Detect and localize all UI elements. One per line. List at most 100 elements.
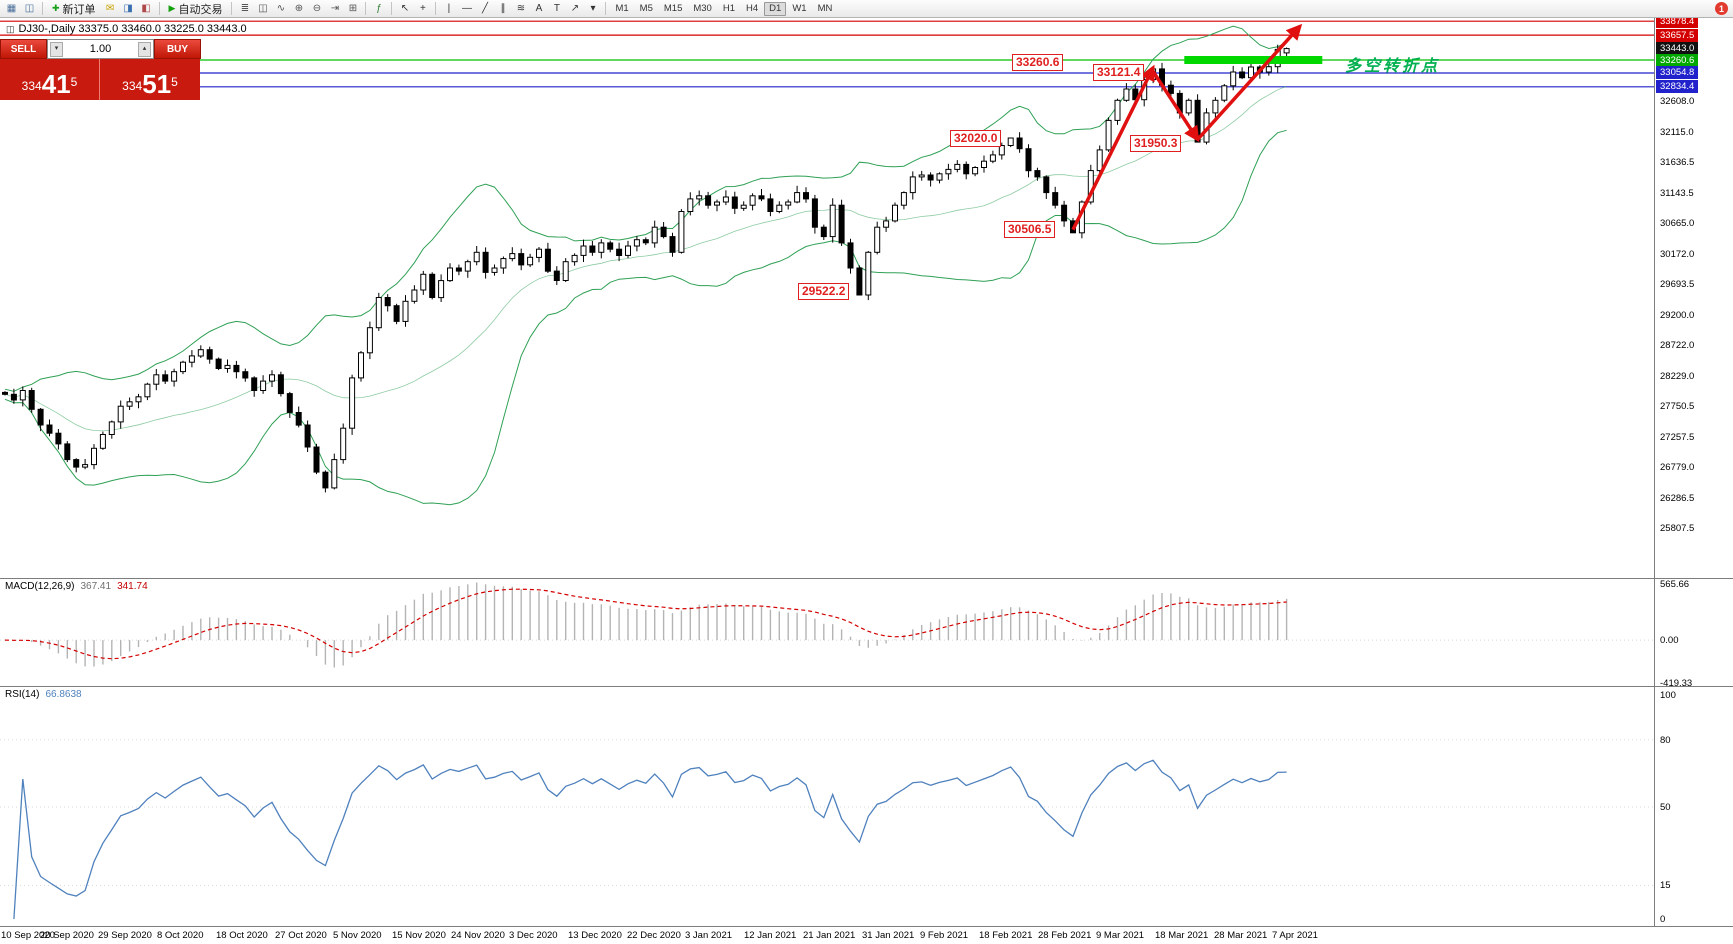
trendline-icon[interactable]: ╱ (481, 3, 488, 14)
line-chart-icon[interactable]: ∿ (276, 3, 286, 14)
date-label[interactable]: 18 Oct 2020 (216, 930, 268, 941)
vertical-line-icon[interactable]: | (447, 3, 451, 14)
macd-chart[interactable] (0, 579, 1654, 686)
autotrade-button-label: 自动交易 (178, 3, 223, 16)
panel-separator[interactable] (0, 686, 1733, 687)
volume-decrease-button[interactable]: ▾ (50, 42, 63, 57)
date-label[interactable]: 18 Feb 2021 (979, 930, 1033, 941)
autotrade-button[interactable]: ▶ 自动交易 (164, 1, 228, 16)
price-annotation[interactable]: 30506.5 (1004, 221, 1056, 238)
timeframe-m15-button[interactable]: M15 (659, 2, 687, 16)
date-label[interactable]: 20 Sep 2020 (40, 930, 94, 941)
price-annotation[interactable]: 33260.6 (1012, 54, 1064, 71)
volume-increase-button[interactable]: ▴ (138, 42, 151, 57)
data-window-icon[interactable]: ◧ (141, 3, 151, 14)
channel-icon[interactable]: ∥ (500, 3, 506, 14)
date-label[interactable]: 18 Mar 2021 (1155, 930, 1209, 941)
date-label[interactable]: 21 Jan 2021 (803, 930, 856, 941)
crosshair-icon[interactable]: + (420, 3, 426, 14)
date-label[interactable]: 27 Oct 2020 (275, 930, 327, 941)
toolbar-separator (391, 2, 393, 15)
new-chart-icon[interactable]: ▦ (6, 3, 17, 14)
date-label[interactable]: 28 Mar 2021 (1214, 930, 1268, 941)
volume-field[interactable]: ▾ 1.00 ▴ (47, 39, 154, 59)
sell-button[interactable]: SELL (0, 39, 47, 59)
price-axis-label: 27750.5 (1660, 401, 1695, 412)
rsi-axis[interactable]: 100 80 50 15 0 (1656, 687, 1733, 926)
timeframe-d1-button[interactable]: D1 (764, 1, 787, 16)
rsi-panel[interactable]: RSI(14) 66.8638 (0, 687, 1654, 926)
text-tool-icon[interactable]: A (535, 3, 543, 14)
bid-price-display[interactable]: 334 41 5 (0, 59, 100, 100)
date-label[interactable]: 9 Mar 2021 (1096, 930, 1145, 941)
price-annotation[interactable]: 33121.4 (1093, 64, 1145, 81)
toolbar-separator (605, 2, 607, 15)
market-watch-icon[interactable]: ◨ (123, 3, 133, 14)
date-label[interactable]: 29 Sep 2020 (98, 930, 152, 941)
date-label[interactable]: 10 Sep 2020 (1, 930, 55, 941)
rsi-chart[interactable] (0, 687, 1654, 926)
horizontal-line-icon[interactable]: — (461, 3, 472, 14)
price-chart-panel[interactable]: ◫ DJ30-,Daily 33375.0 33460.0 33225.0 33… (0, 18, 1654, 578)
candlestick-chart[interactable] (0, 18, 1654, 578)
buy-button[interactable]: BUY (154, 39, 201, 59)
trend-note-text[interactable]: 多空转折点 (1345, 58, 1441, 75)
auto-scroll-icon[interactable]: ⇥ (330, 3, 340, 14)
price-line-chip: 33260.6 (1656, 54, 1699, 67)
timeframe-m30-button[interactable]: M30 (688, 2, 716, 16)
date-label[interactable]: 13 Dec 2020 (568, 930, 622, 941)
toolbar-separator (365, 2, 367, 15)
date-label[interactable]: 24 Nov 2020 (451, 930, 505, 941)
mailbox-icon[interactable]: ✉ (105, 3, 115, 14)
zoom-out-icon[interactable]: ⊖ (312, 3, 322, 14)
timeframe-w1-button[interactable]: W1 (787, 2, 811, 16)
timeframe-m1-button[interactable]: M1 (610, 2, 633, 16)
zoom-in-icon[interactable]: ⊕ (294, 3, 304, 14)
date-label[interactable]: 7 Apr 2021 (1272, 930, 1318, 941)
date-label[interactable]: 5 Nov 2020 (333, 930, 382, 941)
date-label[interactable]: 28 Feb 2021 (1038, 930, 1092, 941)
date-label[interactable]: 31 Jan 2021 (862, 930, 915, 941)
timeframe-h1-button[interactable]: H1 (718, 2, 740, 16)
price-annotation[interactable]: 31950.3 (1130, 135, 1182, 152)
date-label[interactable]: 12 Jan 2021 (744, 930, 797, 941)
timeframe-m5-button[interactable]: M5 (635, 2, 658, 16)
price-line-chip: 32834.4 (1656, 80, 1699, 93)
notification-badge[interactable]: 1 (1715, 2, 1728, 15)
shapes-dropdown-icon[interactable]: ▾ (590, 3, 596, 14)
cursor-icon[interactable]: ↖ (400, 3, 410, 14)
arrows-tool-icon[interactable]: ↗ (570, 3, 580, 14)
rsi-axis-label: 80 (1660, 735, 1671, 746)
price-axis[interactable]: 32608.0 32115.0 31636.5 31143.5 30665.0 30172… (1656, 18, 1733, 578)
timeframe-mn-button[interactable]: MN (813, 2, 838, 16)
main-toolbar: ▦ ◫ ✚ 新订单 ✉ ◨ ◧ ▶ 自动交易 ≣ ◫ ∿ ⊕ ⊖ ⇥ ⊞ ƒ ↖ + | — ╱ ∥ ≋ A T ↗ ▾ M1 M5 M15… (0, 0, 1733, 18)
date-label[interactable]: 8 Oct 2020 (157, 930, 204, 941)
tile-windows-icon[interactable]: ⊞ (348, 3, 358, 14)
panel-separator[interactable] (0, 926, 1733, 927)
indicators-icon[interactable]: ƒ (376, 3, 382, 14)
bar-chart-icon[interactable]: ≣ (240, 3, 250, 14)
price-annotation[interactable]: 32020.0 (950, 130, 1002, 147)
time-axis[interactable]: 10 Sep 2020 20 Sep 2020 29 Sep 2020 8 Oct 2… (0, 927, 1654, 944)
fibonacci-icon[interactable]: ≋ (516, 3, 526, 14)
date-label[interactable]: 15 Nov 2020 (392, 930, 446, 941)
date-label[interactable]: 3 Jan 2021 (685, 930, 733, 941)
new-order-button-label: 新订单 (62, 3, 96, 16)
price-axis-label: 25807.5 (1660, 523, 1695, 534)
date-label[interactable]: 9 Feb 2021 (920, 930, 969, 941)
date-label[interactable]: 22 Dec 2020 (627, 930, 681, 941)
macd-panel[interactable]: MACD(12,26,9) 367.41 341.74 (0, 579, 1654, 686)
ask-price-display[interactable]: 334 51 5 (100, 59, 200, 100)
new-order-button[interactable]: ✚ 新订单 (47, 1, 101, 16)
date-label[interactable]: 3 Dec 2020 (509, 930, 558, 941)
timeframe-h4-button[interactable]: H4 (741, 2, 763, 16)
candlestick-chart-icon[interactable]: ◫ (258, 3, 268, 14)
price-annotation[interactable]: 29522.2 (798, 283, 850, 300)
panel-separator[interactable] (0, 578, 1733, 579)
price-axis-label: 27257.5 (1660, 432, 1695, 443)
label-tool-icon[interactable]: T (553, 3, 561, 14)
macd-axis[interactable]: 565.66 0.00 -419.33 (1656, 579, 1733, 686)
chart-profiles-icon[interactable]: ◫ (24, 3, 35, 14)
axis-separator (1654, 18, 1655, 926)
rsi-axis-label: 50 (1660, 802, 1671, 813)
